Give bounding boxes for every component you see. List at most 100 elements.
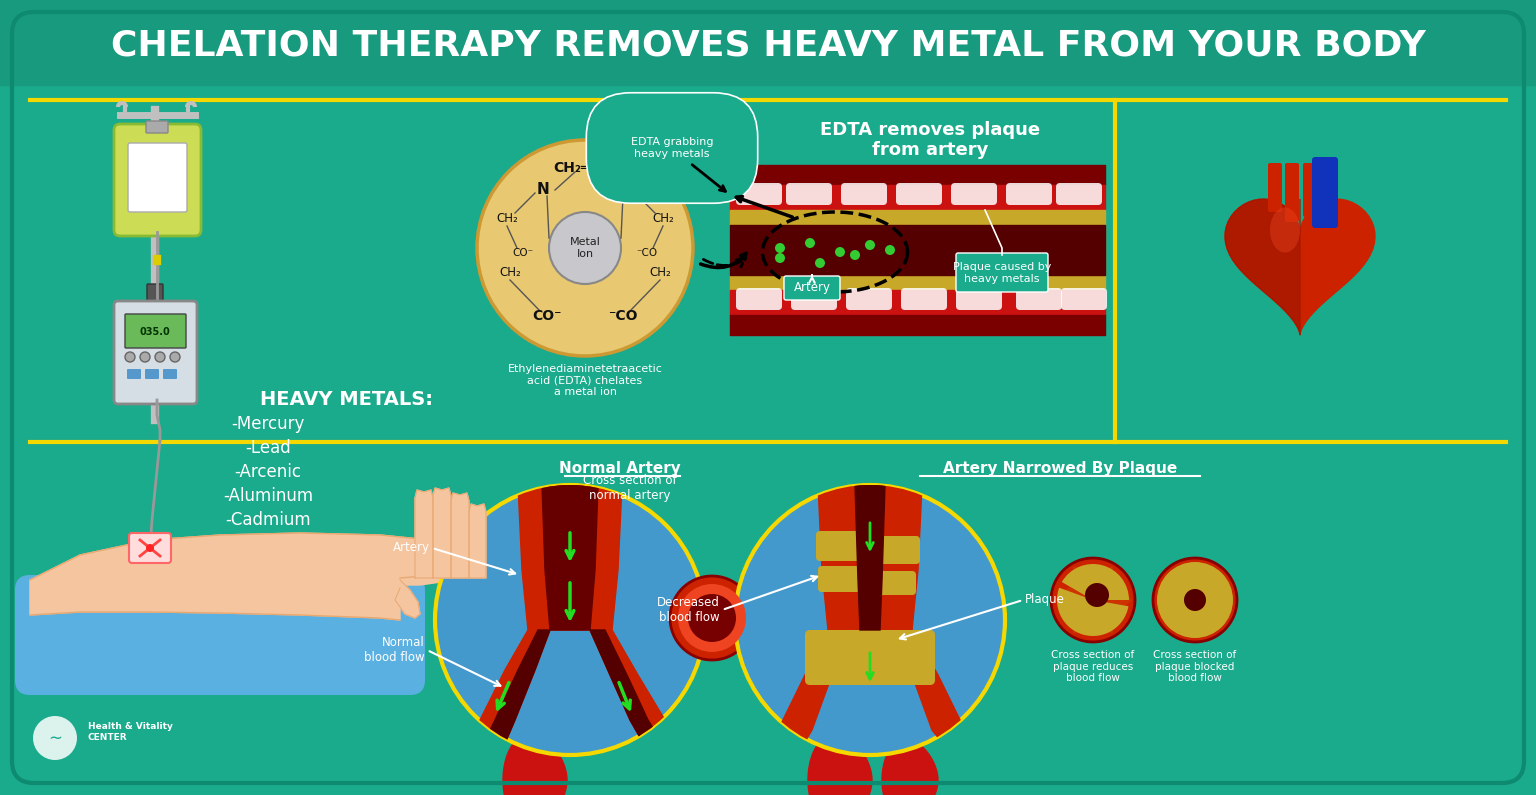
FancyBboxPatch shape	[874, 536, 920, 564]
Circle shape	[155, 352, 164, 362]
FancyArrowPatch shape	[866, 523, 874, 549]
FancyBboxPatch shape	[1321, 163, 1335, 209]
Polygon shape	[590, 630, 688, 755]
Polygon shape	[415, 490, 433, 578]
Circle shape	[478, 140, 693, 356]
Wedge shape	[1061, 564, 1129, 600]
Text: Normal Artery: Normal Artery	[559, 460, 680, 475]
Text: Artery: Artery	[393, 541, 430, 554]
Polygon shape	[459, 630, 550, 755]
FancyBboxPatch shape	[15, 15, 1521, 780]
Circle shape	[32, 716, 77, 760]
FancyBboxPatch shape	[736, 183, 782, 205]
FancyBboxPatch shape	[1006, 183, 1052, 205]
Text: ⁻CO: ⁻CO	[608, 309, 637, 323]
Text: CH₂: CH₂	[496, 211, 518, 224]
Text: Health & Vitality
CENTER: Health & Vitality CENTER	[88, 723, 174, 742]
FancyBboxPatch shape	[951, 183, 997, 205]
Polygon shape	[819, 485, 922, 630]
Circle shape	[688, 594, 736, 642]
FancyBboxPatch shape	[124, 314, 186, 348]
FancyBboxPatch shape	[1303, 163, 1316, 217]
Polygon shape	[856, 485, 885, 630]
Text: ∼: ∼	[48, 729, 61, 747]
Ellipse shape	[1270, 207, 1299, 253]
Text: Decreased
blood flow: Decreased blood flow	[657, 596, 720, 624]
FancyBboxPatch shape	[1286, 163, 1299, 222]
Text: ⁻CO: ⁻CO	[636, 248, 657, 258]
Polygon shape	[433, 488, 452, 578]
FancyBboxPatch shape	[114, 301, 197, 404]
Text: -Lead: -Lead	[246, 439, 290, 457]
Text: 035.0: 035.0	[140, 327, 170, 337]
Circle shape	[805, 238, 816, 248]
FancyBboxPatch shape	[15, 575, 425, 695]
Circle shape	[548, 212, 621, 284]
FancyBboxPatch shape	[127, 143, 187, 212]
Text: CH₂: CH₂	[653, 211, 674, 224]
Polygon shape	[399, 548, 479, 585]
Text: CO⁻: CO⁻	[513, 248, 533, 258]
Text: CH₂: CH₂	[499, 266, 521, 280]
FancyBboxPatch shape	[819, 566, 862, 592]
Text: CH₂: CH₂	[650, 266, 671, 280]
Wedge shape	[1057, 588, 1129, 636]
Text: Ethylenediaminetetraacetic
acid (EDTA) chelates
a metal ion: Ethylenediaminetetraacetic acid (EDTA) c…	[507, 364, 662, 398]
FancyArrowPatch shape	[498, 683, 508, 709]
Text: Cross section of
plaque reduces
blood flow: Cross section of plaque reduces blood fl…	[1051, 650, 1135, 683]
Polygon shape	[1226, 200, 1299, 335]
Circle shape	[1051, 558, 1135, 642]
Circle shape	[170, 352, 180, 362]
FancyBboxPatch shape	[127, 369, 141, 379]
FancyBboxPatch shape	[791, 288, 837, 310]
Polygon shape	[1226, 200, 1375, 335]
FancyBboxPatch shape	[146, 121, 167, 133]
Circle shape	[776, 253, 785, 263]
FancyBboxPatch shape	[842, 183, 886, 205]
Text: CH₂═CH₂: CH₂═CH₂	[553, 161, 617, 175]
Polygon shape	[395, 580, 419, 618]
FancyBboxPatch shape	[876, 571, 915, 595]
Text: -Cadmium: -Cadmium	[226, 511, 310, 529]
Circle shape	[1157, 562, 1233, 638]
FancyBboxPatch shape	[816, 531, 866, 561]
Polygon shape	[882, 739, 938, 795]
Text: N: N	[621, 183, 633, 197]
Text: HEAVY METALS:: HEAVY METALS:	[260, 390, 433, 409]
Text: Artery: Artery	[794, 281, 831, 294]
FancyBboxPatch shape	[147, 284, 163, 306]
FancyBboxPatch shape	[1312, 157, 1338, 228]
Polygon shape	[808, 734, 872, 795]
Circle shape	[865, 240, 876, 250]
FancyBboxPatch shape	[114, 124, 201, 236]
Polygon shape	[590, 630, 670, 755]
Text: Metal
Ion: Metal Ion	[570, 237, 601, 259]
Text: CO⁻: CO⁻	[533, 309, 562, 323]
Text: -Mercury: -Mercury	[232, 415, 304, 433]
FancyArrowPatch shape	[567, 583, 574, 619]
Text: Cross section of
plaque blocked
blood flow: Cross section of plaque blocked blood fl…	[1154, 650, 1236, 683]
Text: Normal
blood flow: Normal blood flow	[364, 636, 425, 664]
Circle shape	[849, 250, 860, 260]
Text: Plaque caused by
heavy metals: Plaque caused by heavy metals	[952, 262, 1051, 284]
Circle shape	[816, 258, 825, 268]
Circle shape	[677, 584, 746, 652]
Circle shape	[736, 485, 1005, 755]
Text: EDTA grabbing
heavy metals: EDTA grabbing heavy metals	[631, 138, 713, 159]
Circle shape	[1184, 589, 1206, 611]
FancyArrowPatch shape	[703, 258, 745, 267]
Circle shape	[124, 352, 135, 362]
FancyBboxPatch shape	[1015, 288, 1061, 310]
FancyBboxPatch shape	[736, 288, 782, 310]
Circle shape	[836, 247, 845, 257]
Polygon shape	[478, 630, 550, 755]
FancyBboxPatch shape	[163, 369, 177, 379]
Text: Artery Narrowed By Plaque: Artery Narrowed By Plaque	[943, 460, 1177, 475]
Text: N: N	[536, 183, 550, 197]
Polygon shape	[518, 485, 622, 630]
Polygon shape	[889, 630, 988, 755]
FancyBboxPatch shape	[786, 183, 833, 205]
FancyArrowPatch shape	[619, 683, 630, 709]
FancyBboxPatch shape	[955, 288, 1001, 310]
Circle shape	[1154, 558, 1236, 642]
